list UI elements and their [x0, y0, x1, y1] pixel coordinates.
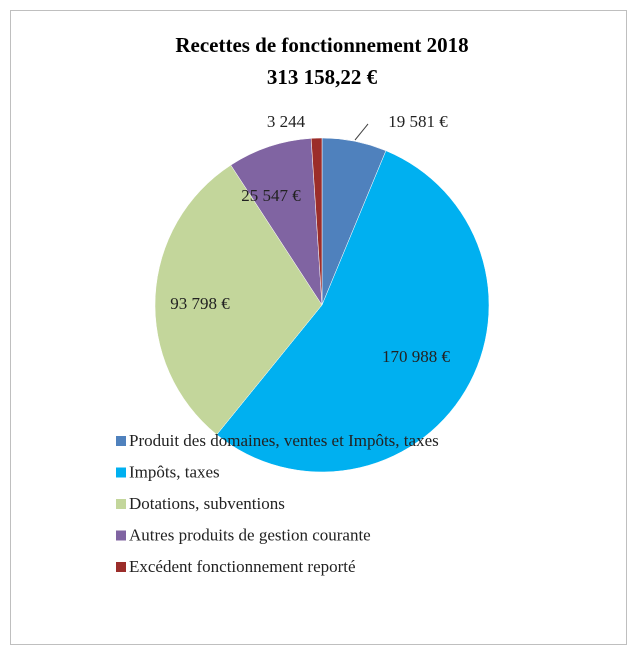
legend-label: Autres produits de gestion courante [129, 526, 371, 545]
legend-swatch [116, 530, 126, 541]
chart-subtitle: 313 158,22 € [267, 65, 378, 89]
data-label: 19 581 € [388, 112, 448, 131]
legend-label: Dotations, subventions [129, 494, 285, 513]
legend-swatch [116, 467, 126, 478]
legend-swatch [116, 499, 126, 509]
legend-label: Excédent fonctionnement reporté [129, 557, 356, 576]
legend-label: Impôts, taxes [129, 463, 220, 482]
data-label: 170 988 € [382, 347, 450, 366]
legend-label: Produit des domaines, ventes et Impôts, … [129, 431, 439, 450]
data-label: 3 244 [266, 112, 306, 131]
pie-slice [310, 137, 323, 306]
pie-slice [154, 164, 323, 435]
legend-swatch [116, 562, 126, 572]
data-label: 25 547 € [241, 186, 301, 205]
chart-title: Recettes de fonctionnement 2018 [175, 33, 468, 57]
leader-line [354, 123, 369, 141]
legend-swatch [116, 436, 126, 446]
data-label: 93 798 € [170, 294, 230, 313]
pie-slice [216, 150, 490, 473]
